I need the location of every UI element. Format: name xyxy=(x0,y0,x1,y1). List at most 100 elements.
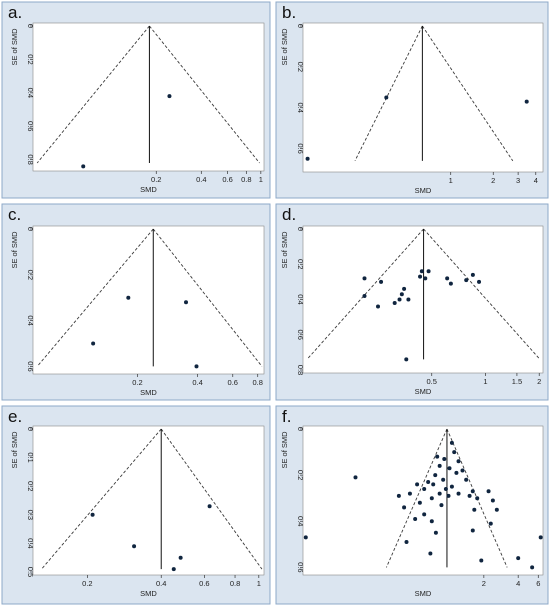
study-point xyxy=(399,292,404,297)
panel-b: b. 1 2 3 4 0 0.2 0.4 0.6 SMD SE of SMD xyxy=(275,1,549,199)
y-tick-label: 0.6 xyxy=(296,330,305,340)
study-point xyxy=(433,473,438,478)
study-point xyxy=(429,496,434,501)
y-tick-label: 0.4 xyxy=(26,538,35,548)
y-tick-label: 0.4 xyxy=(26,88,35,98)
study-point xyxy=(448,281,453,286)
funnel-right-limit xyxy=(422,25,514,162)
y-axis-title: SE of SMD xyxy=(10,231,19,269)
study-point xyxy=(419,269,424,274)
study-point xyxy=(415,482,420,487)
plot-area xyxy=(302,225,544,374)
x-tick-label: 2 xyxy=(537,377,541,386)
funnel-right-limit xyxy=(160,428,263,570)
panel-a: a. 0.2 0.4 0.6 0.8 1 0 0.2 0.4 0.6 0.8 SMD SE of SMD xyxy=(1,1,271,199)
study-point xyxy=(516,556,521,561)
study-point xyxy=(494,507,499,512)
study-point xyxy=(470,272,475,277)
y-tick-label: 0 xyxy=(296,24,305,28)
y-tick-label: 0.6 xyxy=(296,562,305,572)
x-tick-label: 3 xyxy=(516,176,520,185)
study-point xyxy=(464,477,469,482)
panel-label: c. xyxy=(8,205,21,224)
y-tick-label: 0 xyxy=(296,227,305,231)
study-point xyxy=(132,544,137,549)
x-tick-label: 6 xyxy=(536,579,540,588)
funnel-left-limit xyxy=(354,25,423,162)
study-point xyxy=(437,491,442,496)
y-axis-title: SE of SMD xyxy=(280,28,289,66)
study-point xyxy=(445,276,450,281)
x-tick-label: 0.8 xyxy=(241,175,251,184)
panel-c: c. 0.2 0.4 0.6 0.8 0 0.2 0.4 0.6 SMD SE of SMD xyxy=(1,203,271,401)
y-tick-label: 0 xyxy=(26,24,35,28)
x-axis-title: SMD xyxy=(140,185,157,194)
funnel-left-limit xyxy=(36,25,150,164)
study-point xyxy=(447,466,452,471)
plot-area xyxy=(32,22,265,172)
study-point xyxy=(456,491,461,496)
y-tick-label: 0.2 xyxy=(26,54,35,64)
y-tick-label: 0.6 xyxy=(26,121,35,131)
study-point xyxy=(460,468,465,473)
x-tick-label: 0.2 xyxy=(82,579,92,588)
study-point xyxy=(449,440,454,445)
study-point xyxy=(428,551,433,556)
study-point xyxy=(171,567,176,572)
study-point xyxy=(433,530,438,535)
y-axis-title: SE of SMD xyxy=(280,231,289,269)
y-tick-label: 0 xyxy=(296,427,305,431)
study-point xyxy=(422,512,427,517)
study-point xyxy=(477,279,482,284)
y-tick-label: 0.4 xyxy=(296,516,305,526)
panel-label: d. xyxy=(282,205,296,224)
x-tick-label: 0.8 xyxy=(230,579,240,588)
x-axis-title: SMD xyxy=(415,387,432,396)
panel-label: e. xyxy=(8,407,22,426)
funnel-left-limit xyxy=(386,428,448,568)
study-point xyxy=(126,295,131,300)
x-tick-label: 0.8 xyxy=(253,378,263,387)
study-point xyxy=(524,99,529,104)
panel-label: b. xyxy=(282,3,296,22)
study-point xyxy=(91,341,96,346)
study-point xyxy=(194,364,199,369)
y-axis-title: SE of SMD xyxy=(10,431,19,469)
x-tick-label: 2 xyxy=(491,176,495,185)
study-point xyxy=(431,482,436,487)
x-tick-label: 4 xyxy=(516,579,520,588)
study-point xyxy=(449,484,454,489)
x-axis-title: SMD xyxy=(415,589,432,598)
study-point xyxy=(490,498,495,503)
study-point xyxy=(404,357,409,362)
funnel-left-limit xyxy=(41,428,162,570)
study-point xyxy=(384,95,389,100)
x-axis-title: SMD xyxy=(415,186,432,195)
x-tick-label: 0.2 xyxy=(132,378,142,387)
study-point xyxy=(90,512,95,517)
study-point xyxy=(407,491,412,496)
study-point xyxy=(404,540,409,545)
study-point xyxy=(475,496,480,501)
study-point xyxy=(362,276,367,281)
study-point xyxy=(442,456,447,461)
study-point xyxy=(418,274,423,279)
x-tick-label: 0.6 xyxy=(228,378,238,387)
y-tick-label: 0.2 xyxy=(296,470,305,480)
funnel-right-limit xyxy=(423,228,541,360)
study-point xyxy=(406,297,411,302)
study-point xyxy=(167,94,172,99)
study-point xyxy=(303,535,308,540)
study-point xyxy=(207,504,212,509)
x-tick-label: 0.2 xyxy=(151,175,161,184)
y-axis-title: SE of SMD xyxy=(10,28,19,66)
plot-area xyxy=(32,225,265,375)
x-tick-label: 4 xyxy=(534,176,538,185)
study-point xyxy=(435,454,440,459)
study-point xyxy=(488,521,493,526)
study-point xyxy=(353,475,358,480)
study-point xyxy=(402,286,407,291)
study-point xyxy=(452,450,457,455)
study-point xyxy=(413,516,418,521)
